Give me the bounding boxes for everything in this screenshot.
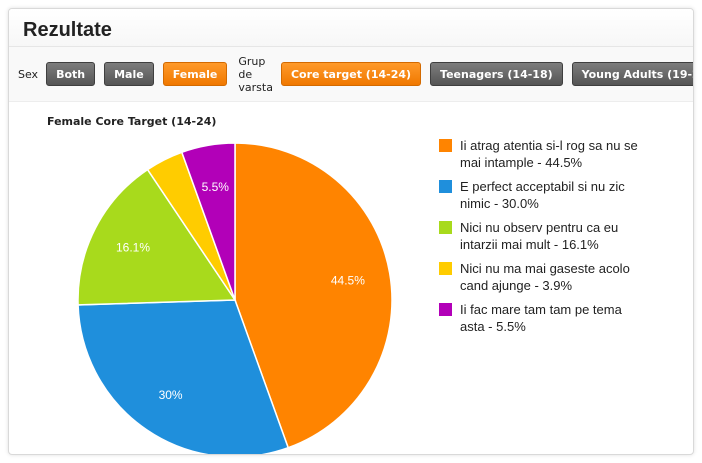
legend-swatch-1 [439, 180, 452, 193]
chart-legend: Ii atrag atentia si-l rog sa nu se mai i… [439, 137, 689, 342]
pie-data-label-1: 30% [159, 388, 183, 402]
legend-label-2: Nici nu observ pentru ca eu intarzii mai… [460, 220, 619, 252]
sex-male-button[interactable]: Male [104, 62, 154, 86]
sex-filter-label: Sex [18, 67, 39, 81]
legend-label-3: Nici nu ma mai gaseste acolo cand ajunge… [460, 261, 630, 293]
legend-item-2[interactable]: Nici nu observ pentru ca eu intarzii mai… [439, 219, 689, 253]
legend-item-3[interactable]: Nici nu ma mai gaseste acolo cand ajunge… [439, 260, 689, 294]
pie-slices [77, 142, 393, 455]
pie-slice-0[interactable] [234, 142, 393, 449]
legend-swatch-3 [439, 262, 452, 275]
age-young-adults-button[interactable]: Young Adults (19-24) [571, 62, 693, 86]
legend-label-0: Ii atrag atentia si-l rog sa nu se mai i… [460, 138, 638, 170]
age-group-filter-label: Grup de varsta [238, 54, 273, 94]
pie-data-label-2: 16.1% [116, 241, 150, 255]
legend-item-1[interactable]: E perfect acceptabil si nu zic nimic - 3… [439, 178, 689, 212]
panel-header: Rezultate [9, 9, 693, 47]
legend-label-1: E perfect acceptabil si nu zic nimic - 3… [460, 179, 625, 211]
sex-female-button[interactable]: Female [162, 62, 228, 86]
chart-title: Female Core Target (14-24) [47, 115, 216, 128]
results-panel: Rezultate Sex Both Male Female Grup de v… [8, 8, 694, 455]
legend-swatch-2 [439, 221, 452, 234]
pie-data-labels: 44.5% 30% 16.1% 5.5% [116, 180, 365, 402]
legend-swatch-4 [439, 303, 452, 316]
chart-area: Female Core Target (14-24) 44.5% 30% 16.1%… [9, 103, 693, 455]
pie-slice-1[interactable] [77, 299, 290, 455]
pie-data-label-0: 44.5% [331, 273, 365, 287]
pie-chart: Female Core Target (14-24) 44.5% 30% 16.1%… [47, 115, 393, 455]
legend-label-4: Ii fac mare tam tam pe tema asta - 5.5% [460, 302, 622, 334]
filter-bar: Sex Both Male Female Grup de varsta Core… [9, 47, 693, 102]
pie-data-label-4: 5.5% [202, 180, 230, 194]
age-core-target-button[interactable]: Core target (14-24) [280, 62, 422, 86]
legend-swatch-0 [439, 139, 452, 152]
legend-item-4[interactable]: Ii fac mare tam tam pe tema asta - 5.5% [439, 301, 689, 335]
sex-both-button[interactable]: Both [46, 62, 96, 86]
pie-slice-2[interactable] [77, 168, 237, 306]
panel-title: Rezultate [23, 19, 112, 41]
age-teenagers-button[interactable]: Teenagers (14-18) [430, 62, 563, 86]
pie-slice-4[interactable] [180, 142, 236, 301]
legend-item-0[interactable]: Ii atrag atentia si-l rog sa nu se mai i… [439, 137, 689, 171]
